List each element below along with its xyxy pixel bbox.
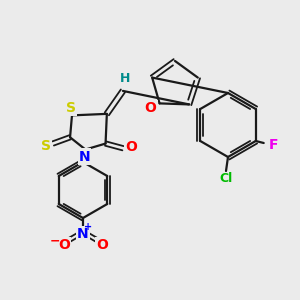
Text: O: O <box>145 101 157 116</box>
Text: S: S <box>41 140 51 154</box>
Text: −: − <box>50 235 60 248</box>
Text: H: H <box>120 72 130 85</box>
Text: F: F <box>269 138 278 152</box>
Text: Cl: Cl <box>219 172 232 185</box>
Text: N: N <box>79 149 90 164</box>
Text: O: O <box>125 140 137 154</box>
Text: N: N <box>77 227 89 241</box>
Text: O: O <box>58 238 70 252</box>
Text: O: O <box>96 238 108 252</box>
Text: +: + <box>84 222 92 232</box>
Text: S: S <box>66 101 76 116</box>
